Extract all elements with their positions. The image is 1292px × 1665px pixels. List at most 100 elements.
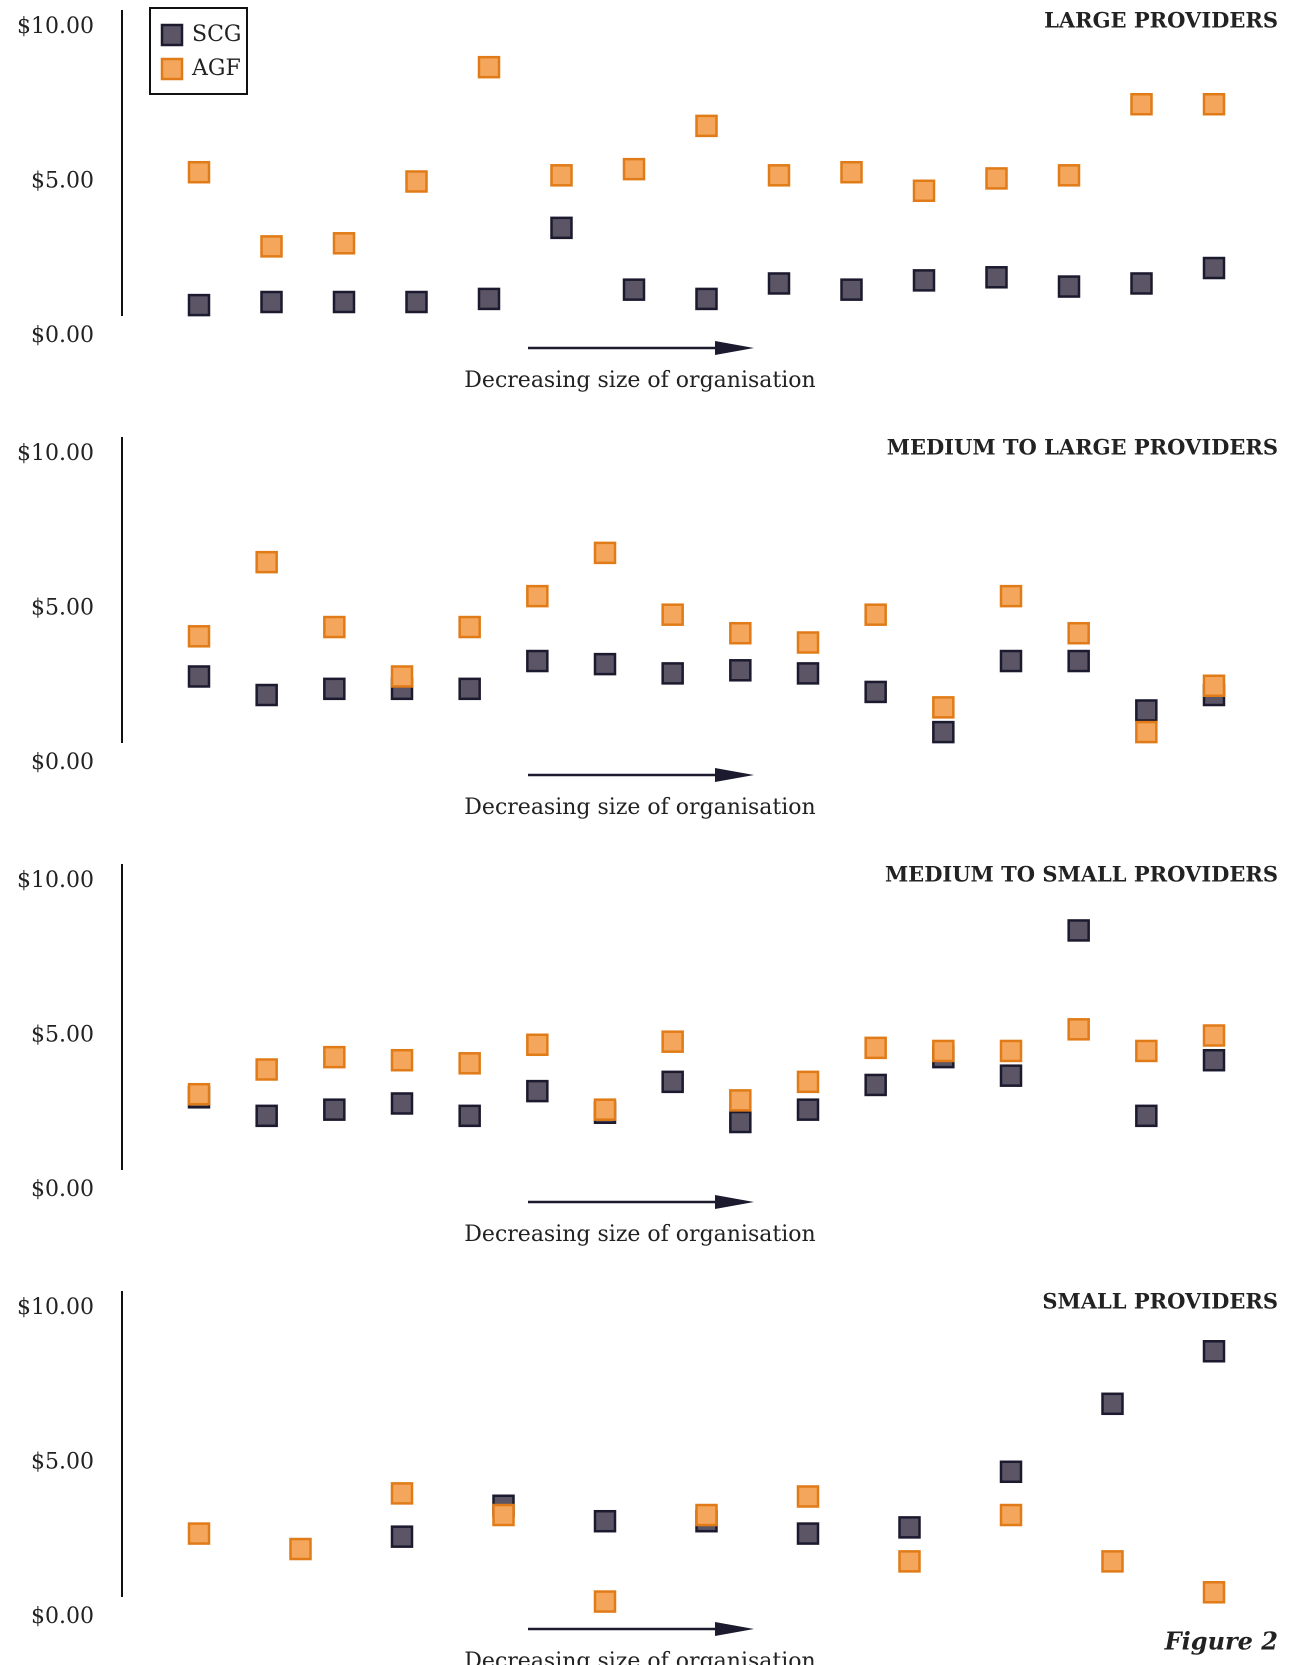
y-tick-label: $0.00 — [31, 750, 94, 775]
panel-title: MEDIUM TO LARGE PROVIDERS — [887, 435, 1278, 460]
marker — [390, 665, 414, 688]
legend-label: AGF — [191, 56, 241, 81]
marker — [729, 1110, 752, 1134]
marker — [1135, 1104, 1158, 1128]
legend-box — [149, 7, 248, 95]
marker — [1202, 93, 1226, 116]
marker — [985, 266, 1008, 289]
marker — [661, 1030, 684, 1053]
marker — [767, 164, 791, 187]
marker — [187, 625, 211, 648]
marker — [323, 1045, 346, 1069]
marker — [323, 677, 346, 701]
marker — [1057, 164, 1081, 187]
marker — [661, 603, 684, 626]
marker — [796, 1522, 820, 1545]
marker — [1101, 1550, 1124, 1573]
y-tick-label: $5.00 — [31, 1023, 94, 1048]
marker — [840, 160, 863, 184]
marker — [796, 1485, 820, 1508]
marker — [458, 677, 481, 701]
x-axis-label: Decreasing size of organisation — [464, 795, 815, 820]
marker — [492, 1503, 515, 1527]
marker — [526, 1079, 549, 1103]
marker — [526, 584, 549, 608]
marker — [999, 1039, 1023, 1063]
marker — [932, 1039, 955, 1063]
marker — [390, 1092, 414, 1115]
marker — [729, 659, 752, 682]
marker — [695, 1503, 718, 1527]
marker — [898, 1550, 921, 1573]
marker — [332, 232, 356, 255]
marker — [323, 615, 346, 639]
marker — [864, 680, 887, 704]
marker — [593, 1098, 617, 1121]
marker — [898, 1516, 921, 1539]
marker — [729, 621, 752, 645]
marker — [289, 1537, 312, 1561]
marker — [187, 1522, 211, 1545]
y-tick-label: $5.00 — [31, 169, 94, 194]
marker — [622, 278, 646, 301]
marker — [999, 1460, 1023, 1484]
figure-label: Figure 2 — [1164, 1627, 1278, 1656]
marker — [187, 665, 211, 688]
marker — [1057, 275, 1081, 298]
x-axis-label: Decreasing size of organisation — [464, 368, 815, 393]
marker — [864, 1073, 887, 1097]
marker — [1202, 256, 1226, 280]
marker — [593, 1509, 617, 1533]
marker — [405, 290, 428, 314]
marker — [1067, 649, 1090, 673]
marker — [458, 1104, 481, 1128]
marker — [1135, 1039, 1158, 1063]
marker — [1130, 93, 1153, 116]
marker — [999, 1503, 1023, 1527]
marker — [458, 1052, 481, 1075]
marker — [796, 1070, 820, 1094]
marker — [526, 649, 549, 673]
y-tick-label: $0.00 — [31, 323, 94, 348]
marker — [593, 541, 617, 565]
marker — [477, 287, 501, 311]
marker — [932, 696, 955, 719]
marker — [390, 1525, 414, 1548]
y-tick-label: $5.00 — [31, 1450, 94, 1475]
marker — [255, 550, 278, 574]
arrow-head — [715, 1195, 754, 1209]
y-tick-label: $10.00 — [17, 868, 94, 893]
marker — [323, 1098, 346, 1121]
marker — [932, 720, 955, 744]
y-tick-label: $10.00 — [17, 1295, 94, 1320]
panel-title: SMALL PROVIDERS — [1042, 1289, 1278, 1314]
arrow-head — [715, 1622, 754, 1636]
arrow-head — [715, 341, 754, 355]
marker — [593, 652, 617, 676]
marker — [260, 235, 283, 258]
marker — [729, 1089, 752, 1112]
marker — [593, 1590, 617, 1613]
marker — [260, 290, 283, 314]
marker — [864, 603, 887, 626]
panel-title: MEDIUM TO SMALL PROVIDERS — [885, 862, 1278, 887]
marker — [840, 278, 863, 301]
marker — [661, 1070, 684, 1094]
marker — [695, 287, 718, 311]
marker — [390, 1482, 414, 1505]
marker — [390, 1048, 414, 1072]
marker — [796, 631, 820, 654]
marker — [999, 1064, 1023, 1087]
legend-swatch — [160, 57, 184, 81]
marker — [1067, 1018, 1090, 1041]
marker — [526, 1033, 549, 1057]
marker — [1130, 272, 1153, 295]
y-tick-label: $10.00 — [17, 441, 94, 466]
legend-swatch — [160, 23, 184, 47]
marker — [255, 1058, 278, 1081]
marker — [458, 615, 481, 639]
marker — [767, 272, 791, 295]
marker — [1202, 1024, 1226, 1047]
marker — [1202, 674, 1226, 697]
